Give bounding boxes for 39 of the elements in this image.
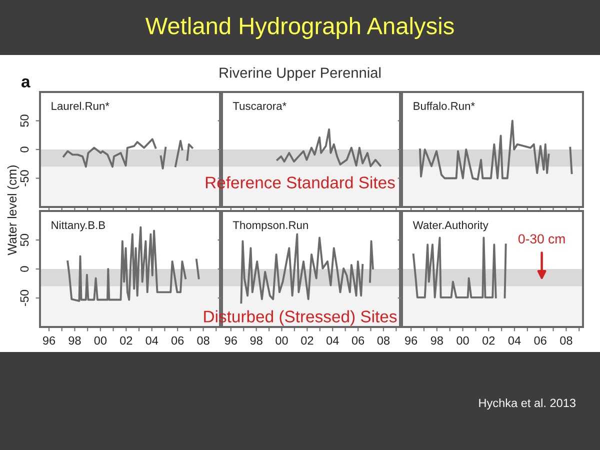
y-axis-title: Water level (cm) [7, 166, 20, 256]
x-tick-label: 02 [120, 336, 132, 345]
x-tick-label: 08 [197, 336, 210, 345]
annotation: 0-30 cm [518, 234, 565, 244]
text: Wetland Hydrograph Analysis [145, 16, 454, 40]
y-tick-label: 0 [20, 266, 29, 272]
x-tick-label: 02 [482, 336, 495, 345]
x-tick-label: 06 [171, 336, 184, 345]
x-tick-label: 04 [508, 336, 521, 345]
x-tick-label: 96 [405, 336, 418, 345]
y-tick-label: -50 [20, 170, 29, 186]
text: Riverine Upper Perennial [220, 67, 380, 81]
x-tick-label: 00 [456, 336, 469, 345]
text: Tuscarora* [232, 102, 286, 110]
x-tick-label: 98 [430, 336, 443, 345]
x-tick-label: 00 [94, 336, 107, 345]
y-tick-label: 50 [20, 114, 29, 127]
x-tick-label: 98 [250, 336, 262, 345]
x-tick-label: 08 [560, 336, 572, 345]
text: Thompson.Run [232, 220, 308, 232]
x-tick-label: 96 [42, 336, 56, 345]
y-tick-label: 0 [20, 146, 29, 152]
text: Hychka et al. 2013 [479, 398, 576, 410]
x-tick-label: 08 [377, 336, 390, 345]
text: Laurel.Run* [52, 102, 110, 110]
text: Buffalo.Run* [414, 102, 475, 110]
y-tick-label: -50 [20, 290, 29, 306]
x-tick-label: 04 [146, 336, 158, 345]
text: Water.Authority [412, 220, 488, 232]
x-tick-label: 02 [301, 336, 314, 345]
x-tick-label: 98 [68, 336, 81, 345]
x-tick-label: 04 [326, 336, 339, 345]
x-tick-label: 06 [352, 336, 364, 345]
y-tick-label: 50 [20, 234, 29, 246]
x-tick-label: 96 [224, 336, 237, 345]
text: Nittany.B.B [52, 220, 105, 232]
x-tick-label: 06 [534, 336, 546, 345]
x-tick-label: 00 [276, 336, 288, 345]
text: a [21, 78, 30, 88]
